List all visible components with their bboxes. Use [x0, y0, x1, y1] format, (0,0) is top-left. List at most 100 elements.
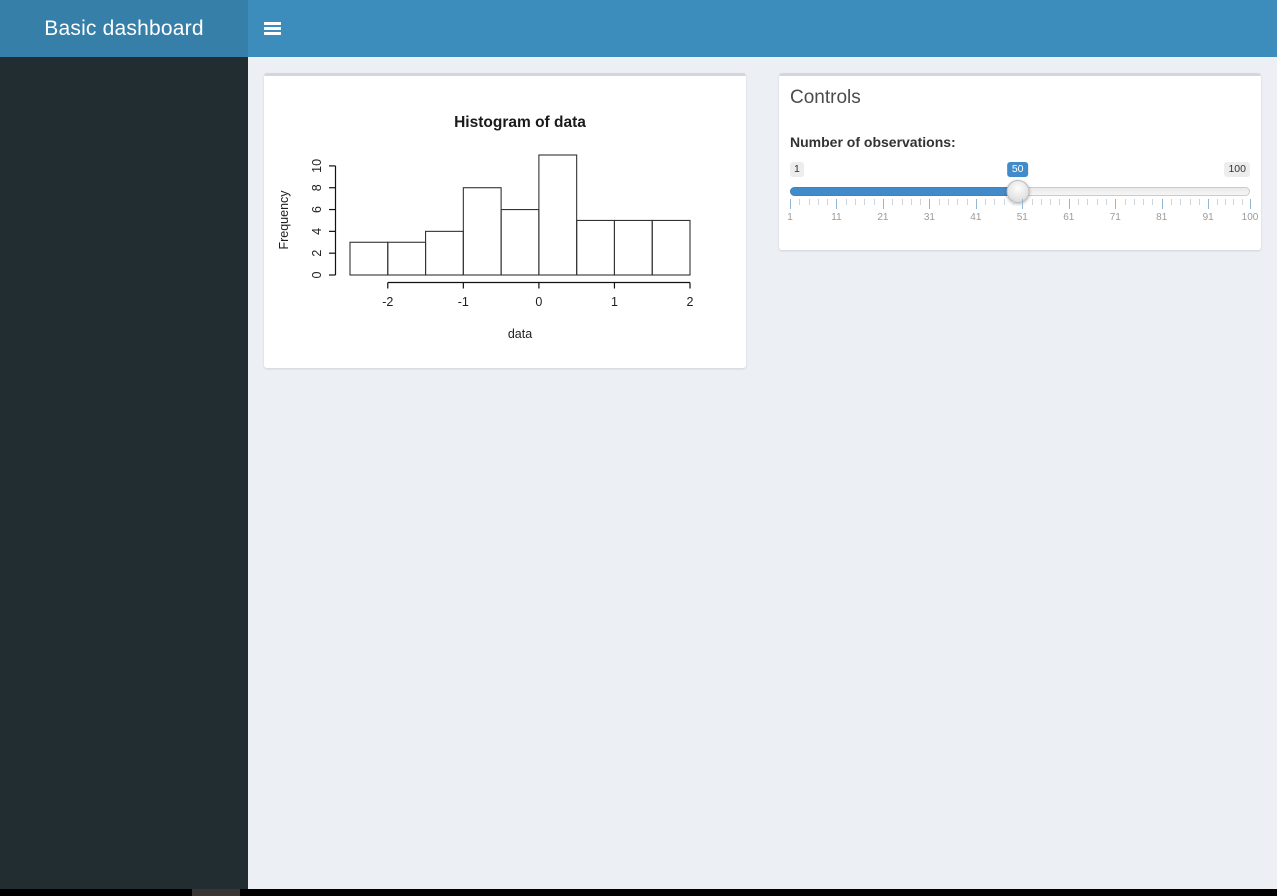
y-tick-label: 4: [310, 228, 324, 235]
x-tick-label: -2: [382, 295, 393, 309]
slider-grid-label: 11: [831, 212, 842, 223]
slider-grid-minor-tick: [1096, 199, 1098, 205]
main-content: -2 -1 0 1 2 0 2 4 6 8 10 Histogram of data data Frequ…: [248, 57, 1277, 889]
slider-grid-minor-tick: [1013, 199, 1015, 205]
app-logo[interactable]: Basic dashboard: [0, 0, 248, 57]
slider-grid-tick: [1161, 199, 1163, 209]
slider-grid-minor-tick: [1171, 199, 1172, 205]
slider-grid-minor-tick: [1216, 199, 1218, 205]
histogram-bar: [425, 230, 464, 276]
histogram-bar: [613, 219, 653, 276]
slider-grid-minor-tick: [799, 199, 801, 205]
slider-handle[interactable]: [1006, 180, 1030, 203]
slider-grid-minor-tick: [1224, 199, 1226, 205]
slider-grid-minor-tick: [1124, 199, 1126, 205]
slider-grid-minor-tick: [994, 199, 996, 205]
slider-grid-minor-tick: [1133, 199, 1135, 205]
navbar: [248, 0, 1277, 57]
slider-grid-minor-tick: [873, 199, 875, 205]
slider-grid-minor-tick: [1040, 199, 1042, 205]
histogram-plot: -2 -1 0 1 2 0 2 4 6 8 10 Histogram of data data Frequ…: [277, 114, 694, 341]
slider-grid-minor-tick: [864, 199, 866, 205]
slider-grid-minor-tick: [1078, 199, 1080, 205]
slider-grid-label: 41: [970, 212, 982, 223]
slider-grid-tick: [975, 199, 977, 209]
hamburger-icon: [263, 27, 281, 30]
slider-grid-label: 1: [787, 212, 793, 223]
histogram-bar: [462, 187, 502, 276]
slider-grid-minor-tick: [1087, 199, 1089, 205]
slider-grid-tick: [1115, 199, 1117, 209]
slider-grid-tick: [836, 199, 838, 209]
y-tick-label: 0: [310, 271, 324, 278]
slider-grid-label: 21: [877, 212, 889, 223]
slider-grid-minor-tick: [1059, 199, 1061, 205]
slider-grid-minor-tick: [957, 199, 959, 205]
slider-grid-minor-tick: [938, 199, 940, 205]
slider-grid-minor-tick: [827, 199, 829, 205]
slider-grid-minor-tick: [1152, 199, 1154, 205]
bottom-edge-strip: [0, 889, 1277, 896]
slider-grid-label: 81: [1156, 212, 1168, 223]
sidebar: [0, 57, 248, 889]
slider-max-badge: 100: [1224, 162, 1250, 177]
slider-grid-minor-tick: [1180, 199, 1182, 205]
slider-grid-tick: [1068, 199, 1070, 209]
slider-grid-tick: [790, 199, 791, 209]
x-tick-label: 2: [687, 295, 694, 309]
slider-grid-minor-tick: [920, 199, 922, 205]
histogram-bar: [576, 219, 616, 276]
controls-box: Controls Number of observations: 1 100 5…: [779, 73, 1261, 250]
slider-grid-label: 61: [1063, 212, 1075, 223]
hamburger-icon: [263, 32, 281, 35]
slider-grid-minor-tick: [901, 199, 903, 205]
histogram-bar: [349, 241, 389, 276]
x-tick-label: -1: [458, 295, 469, 309]
slider-grid-minor-tick: [985, 199, 987, 205]
histogram-bar: [651, 219, 691, 276]
slider-grid-label: 91: [1202, 212, 1214, 223]
slider-grid-minor-tick: [817, 199, 819, 205]
slider-grid-minor-tick: [808, 199, 810, 205]
x-tick-label: 1: [611, 295, 618, 309]
slider-grid-minor-tick: [845, 199, 847, 205]
y-axis-label: Frequency: [277, 190, 291, 250]
slider-grid-minor-tick: [1241, 199, 1243, 205]
bottom-edge-segment: [192, 889, 240, 896]
observations-slider[interactable]: 1 100 50 1 11 21 31 41 51 61 71 81 91 100: [787, 160, 1258, 226]
slider-grid-tick: [1022, 199, 1024, 209]
slider-grid-minor-tick: [1198, 199, 1200, 205]
hamburger-icon: [263, 22, 281, 25]
slider-grid-label: 71: [1109, 212, 1121, 223]
slider-grid-minor-tick: [1105, 199, 1107, 205]
slider-grid-tick: [929, 199, 931, 209]
slider-grid-minor-tick: [966, 199, 968, 205]
slider-grid-tick: [1208, 199, 1210, 209]
slider-grid-minor-tick: [1233, 199, 1235, 205]
slider-grid-minor-tick: [947, 199, 949, 205]
slider-grid-minor-tick: [892, 199, 894, 205]
slider-grid-minor-tick: [1003, 199, 1005, 205]
slider-grid-minor-tick: [1050, 199, 1052, 205]
app-title: Basic dashboard: [44, 16, 204, 40]
y-tick-label: 8: [310, 184, 324, 191]
y-tick-label: 6: [310, 206, 324, 213]
histogram-bar: [538, 154, 578, 276]
slider-value-badge: 50: [1006, 162, 1029, 177]
histogram-bar: [500, 209, 540, 276]
slider-grid-minor-tick: [1189, 199, 1191, 205]
slider-grid-label: 100: [1241, 212, 1259, 223]
sidebar-toggle-button[interactable]: [248, 0, 296, 57]
y-tick-label: 10: [310, 159, 324, 173]
histogram-bar: [387, 241, 427, 276]
slider-label: Number of observations:: [790, 134, 956, 150]
histogram-box: -2 -1 0 1 2 0 2 4 6 8 10 Histogram of data data Frequ…: [264, 73, 746, 368]
slider-filled-bar: [790, 187, 1018, 196]
slider-grid: 1 11 21 31 41 51 61 71 81 91 100: [787, 199, 1258, 226]
plot-title: Histogram of data: [454, 114, 586, 131]
slider-grid-minor-tick: [855, 199, 857, 205]
top-header: Basic dashboard: [0, 0, 1277, 57]
slider-grid-label: 51: [1016, 212, 1028, 223]
slider-grid-minor-tick: [1143, 199, 1145, 205]
